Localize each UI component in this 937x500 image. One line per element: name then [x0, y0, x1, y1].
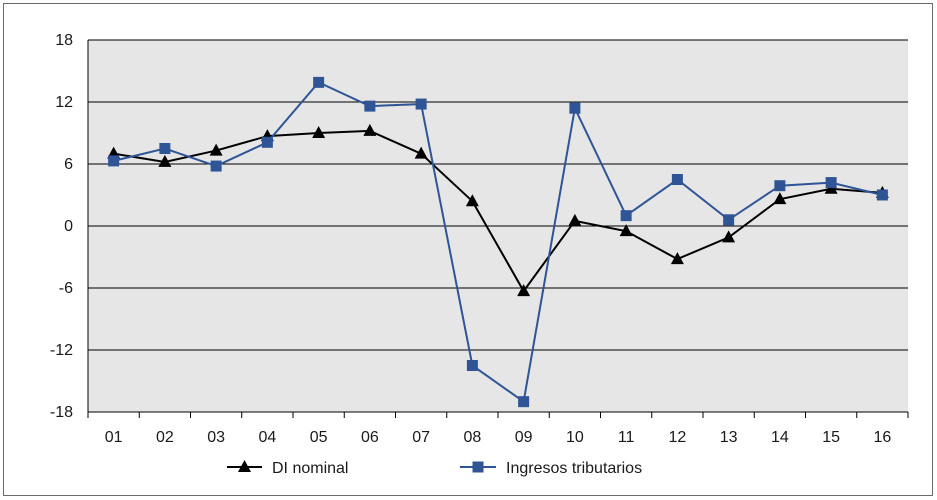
data-point-ingresos-tributarios — [261, 136, 273, 148]
legend-item-ingresos-tributarios: Ingresos tributarios — [460, 460, 642, 477]
data-point-di-nominal — [773, 192, 787, 205]
data-point-ingresos-tributarios — [825, 177, 837, 189]
x-tick-label: 07 — [412, 429, 430, 446]
x-tick-label: 12 — [668, 429, 686, 446]
data-point-di-nominal — [568, 213, 582, 226]
data-point-ingresos-tributarios — [415, 98, 427, 110]
x-tick-label: 01 — [105, 429, 123, 446]
x-tick-label: 04 — [258, 429, 276, 446]
x-tick-label: 03 — [207, 429, 225, 446]
data-point-ingresos-tributarios — [671, 174, 683, 185]
data-point-di-nominal — [619, 224, 633, 237]
data-point-di-nominal — [312, 126, 326, 138]
data-point-ingresos-tributarios — [876, 189, 888, 201]
data-point-ingresos-tributarios — [723, 214, 735, 226]
x-tick-label: 10 — [566, 429, 584, 446]
data-point-ingresos-tributarios — [159, 143, 171, 154]
data-point-ingresos-tributarios — [620, 210, 632, 222]
y-tick-label: 18 — [55, 32, 73, 49]
x-tick-label: 06 — [361, 429, 379, 446]
legend-marker-square — [472, 461, 484, 473]
data-point-ingresos-tributarios — [313, 76, 325, 88]
data-point-ingresos-tributarios — [774, 180, 786, 192]
y-tick-label: -12 — [50, 342, 73, 359]
data-point-di-nominal — [670, 252, 684, 265]
legend-label: Ingresos tributarios — [506, 460, 642, 477]
x-tick-label: 02 — [156, 429, 174, 446]
data-point-di-nominal — [465, 194, 479, 207]
data-point-ingresos-tributarios — [466, 360, 478, 371]
x-tick-label: 13 — [720, 429, 738, 446]
legend-label: DI nominal — [272, 460, 348, 477]
x-tick-label: 14 — [771, 429, 789, 446]
series-line-di-nominal — [113, 129, 883, 293]
data-point-di-nominal — [363, 123, 377, 136]
data-point-ingresos-tributarios — [569, 102, 581, 114]
data-point-ingresos-tributarios — [518, 396, 530, 408]
data-point-di-nominal — [722, 230, 736, 243]
x-tick-label: 11 — [618, 429, 635, 446]
data-point-di-nominal — [517, 284, 531, 297]
y-tick-label: 12 — [55, 94, 73, 111]
legend-item-di-nominal: DI nominal — [227, 460, 348, 477]
y-tick-label: -18 — [50, 404, 73, 421]
x-tick-label: 05 — [310, 429, 328, 446]
x-tick-label: 09 — [515, 429, 533, 446]
data-point-di-nominal — [158, 154, 172, 167]
data-point-di-nominal — [209, 143, 223, 156]
x-tick-label: 15 — [822, 429, 840, 446]
y-tick-label: 6 — [64, 156, 73, 173]
x-tick-label: 16 — [873, 429, 891, 446]
legend-marker-triangle — [238, 460, 251, 472]
data-point-ingresos-tributarios — [108, 155, 120, 167]
series-line-ingresos-tributarios — [113, 81, 883, 404]
data-point-di-nominal — [414, 146, 428, 159]
data-point-ingresos-tributarios — [364, 100, 376, 112]
x-tick-label: 08 — [463, 429, 481, 446]
data-point-ingresos-tributarios — [210, 160, 222, 172]
y-tick-label: -6 — [59, 280, 73, 297]
y-tick-label: 0 — [64, 218, 73, 235]
